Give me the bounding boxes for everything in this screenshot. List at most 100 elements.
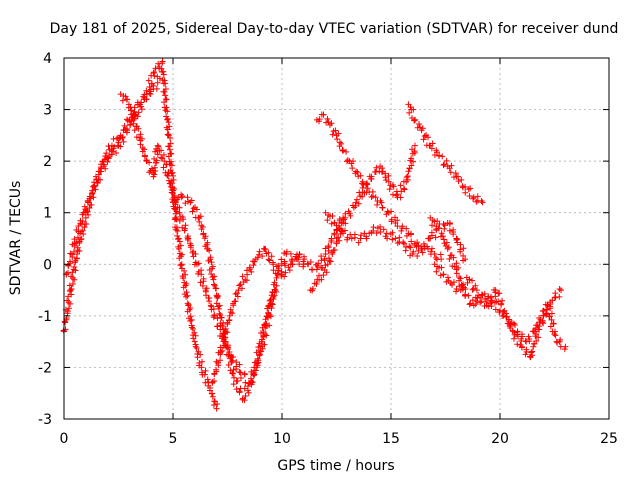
interp-point — [234, 290, 241, 297]
interp-point — [213, 358, 220, 365]
interp-point — [254, 254, 261, 261]
interp-point — [166, 123, 173, 130]
interp-point — [441, 161, 448, 168]
interp-point — [215, 303, 222, 310]
interp-point — [178, 262, 185, 269]
interp-point — [251, 258, 258, 265]
interp-point — [551, 328, 558, 335]
interp-point — [71, 259, 78, 266]
interp-point — [182, 222, 189, 229]
interp-point — [267, 300, 274, 307]
interp-point — [170, 176, 177, 183]
interp-point — [141, 146, 148, 153]
interp-point — [165, 177, 172, 184]
interp-point — [473, 298, 480, 305]
y-tick-label: -2 — [38, 360, 52, 376]
interp-point — [202, 367, 209, 374]
interp-point — [512, 322, 519, 329]
interp-point — [457, 275, 464, 282]
x-tick-label: 5 — [169, 431, 178, 447]
interp-point — [162, 80, 169, 87]
interp-point — [164, 173, 171, 180]
interp-point — [238, 285, 245, 292]
interp-point — [289, 261, 296, 268]
interp-point — [237, 374, 244, 381]
interp-point — [338, 219, 345, 226]
interp-point — [210, 306, 217, 313]
data-point — [80, 209, 87, 216]
interp-point — [172, 215, 179, 222]
interp-point — [293, 256, 300, 263]
interp-point — [228, 358, 235, 365]
interp-point — [385, 172, 392, 179]
interp-point — [188, 197, 195, 204]
interp-point — [90, 183, 97, 190]
interp-point — [206, 247, 213, 254]
interp-point — [117, 143, 124, 150]
interp-point — [369, 188, 376, 195]
x-tick-label: 15 — [382, 431, 400, 447]
interp-point — [213, 285, 220, 292]
interp-point — [183, 293, 190, 300]
interp-point — [446, 227, 453, 234]
data-point — [372, 194, 379, 201]
interp-point — [467, 300, 474, 307]
interp-point — [450, 254, 457, 261]
interp-point — [406, 243, 413, 250]
interp-point — [443, 157, 450, 164]
interp-point — [134, 101, 141, 108]
interp-point — [434, 218, 441, 225]
interp-point — [251, 359, 258, 366]
interp-point — [370, 228, 377, 235]
interp-point — [187, 240, 194, 247]
interp-point — [456, 274, 463, 281]
interp-point — [328, 239, 335, 246]
interp-point — [152, 168, 159, 175]
x-axis-label: GPS time / hours — [277, 458, 394, 474]
data-point — [270, 261, 277, 268]
interp-point — [176, 217, 183, 224]
interp-point — [394, 191, 401, 198]
interp-point — [162, 85, 169, 92]
interp-point — [180, 216, 187, 223]
interp-point — [457, 241, 464, 248]
interp-point — [236, 388, 243, 395]
interp-point — [76, 230, 83, 237]
interp-point — [536, 326, 543, 333]
interp-point — [173, 208, 180, 215]
interp-point — [336, 139, 343, 146]
interp-point — [428, 248, 435, 255]
interp-point — [266, 297, 273, 304]
interp-point — [192, 341, 199, 348]
interp-point — [159, 58, 166, 65]
interp-point — [225, 361, 232, 368]
interp-point — [137, 131, 144, 138]
interp-point — [196, 218, 203, 225]
interp-point — [255, 251, 262, 258]
interp-point — [202, 233, 209, 240]
grid-layer — [64, 58, 609, 419]
interp-point — [137, 141, 144, 148]
interp-point — [540, 307, 547, 314]
interp-point — [455, 264, 462, 271]
interp-point — [450, 228, 457, 235]
interp-point — [260, 333, 267, 340]
interp-point — [536, 315, 543, 322]
interp-point — [207, 302, 214, 309]
data-point — [562, 343, 569, 350]
interp-point — [205, 295, 212, 302]
data-point — [497, 307, 503, 314]
interp-point — [335, 234, 342, 241]
interp-point — [496, 290, 503, 297]
interp-point — [491, 299, 498, 306]
interp-point — [323, 269, 330, 276]
interp-point — [147, 90, 154, 97]
interp-point — [158, 147, 165, 154]
interp-point — [410, 248, 417, 255]
interp-point — [355, 200, 362, 207]
interp-point — [403, 225, 410, 232]
y-axis-label: SDTVAR / TECUs — [8, 181, 24, 296]
interp-point — [100, 161, 107, 168]
interp-point — [320, 272, 327, 279]
